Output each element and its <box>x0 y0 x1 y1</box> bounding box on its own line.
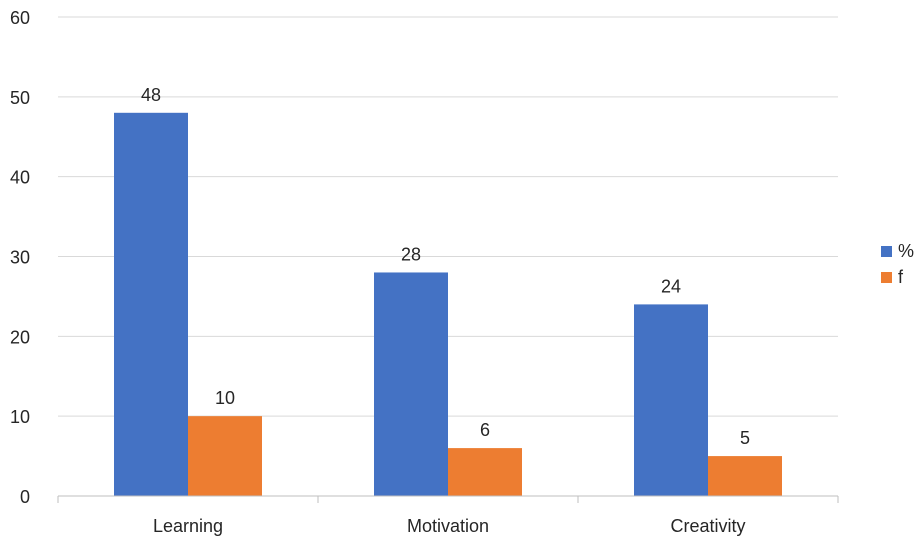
data-label: 28 <box>401 244 421 264</box>
bar-learning-percent <box>114 112 188 497</box>
x-axis-tick-labels: Learning Motivation Creativity <box>153 516 746 536</box>
y-tick-label: 0 <box>20 487 30 507</box>
bar-motivation-f <box>448 448 522 496</box>
y-tick-label: 30 <box>10 248 30 268</box>
legend-swatch <box>881 246 892 257</box>
y-axis-tick-labels: 0 10 20 30 40 50 60 <box>10 8 30 507</box>
data-labels: 48 10 28 6 24 5 <box>141 85 750 448</box>
data-label: 48 <box>141 85 161 105</box>
data-label: 10 <box>215 388 235 408</box>
x-axis <box>57 495 839 503</box>
y-tick-label: 10 <box>10 407 30 427</box>
legend-label: f <box>898 267 904 287</box>
data-label: 24 <box>661 276 681 296</box>
bars <box>114 112 782 497</box>
data-label: 5 <box>740 428 750 448</box>
bar-creativity-f <box>708 456 782 496</box>
legend: %f <box>881 241 914 287</box>
bar-motivation-percent <box>374 272 448 496</box>
bar-creativity-percent <box>634 304 708 496</box>
data-label: 6 <box>480 420 490 440</box>
legend-swatch <box>881 272 892 283</box>
y-tick-label: 20 <box>10 327 30 347</box>
x-tick-label: Learning <box>153 516 223 536</box>
y-tick-label: 50 <box>10 88 30 108</box>
x-tick-label: Creativity <box>670 516 745 536</box>
legend-label: % <box>898 241 914 261</box>
bar-learning-f <box>188 416 262 496</box>
y-tick-label: 40 <box>10 168 30 188</box>
x-tick-label: Motivation <box>407 516 489 536</box>
y-tick-label: 60 <box>10 8 30 28</box>
